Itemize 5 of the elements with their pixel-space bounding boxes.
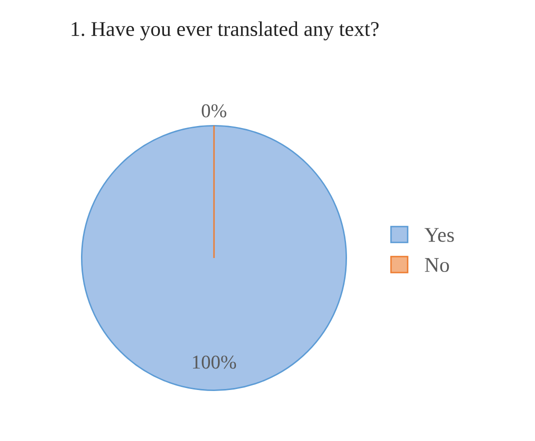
chart-title: 1. Have you ever translated any text? (72, 21, 379, 40)
legend-label: No (424, 258, 449, 272)
data-label: 100% (193, 356, 236, 369)
text: 0% (202, 104, 226, 118)
legend-label: Yes (424, 228, 454, 242)
